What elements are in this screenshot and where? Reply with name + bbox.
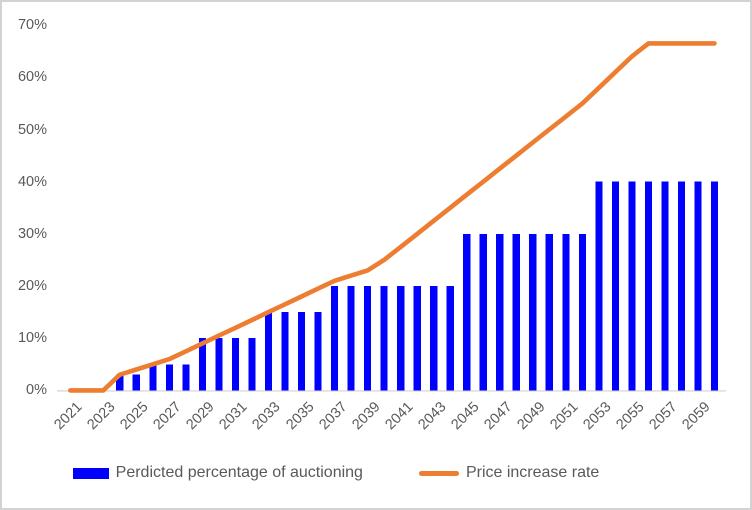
bar-2034 [281,312,289,391]
bar-2035 [297,312,306,391]
bar-2040 [380,286,388,391]
bar-2044 [446,286,454,391]
y-axis-label-70: 70% [17,17,47,33]
y-axis-label-40: 40% [17,174,47,190]
bar-2058 [677,181,686,391]
bar-2060 [710,181,719,391]
bar-2057 [661,181,669,391]
bar-2052 [578,233,586,391]
y-axis-label-10: 10% [17,330,47,346]
bar-2028 [182,364,190,391]
bar-2043 [430,286,438,391]
y-axis-label-30: 30% [17,226,47,242]
bar-2051 [562,233,570,391]
bar-2025 [132,374,140,391]
bar-2042 [413,286,421,391]
bar-2026 [149,364,157,391]
price-increase-line [68,41,717,393]
y-axis-label-60: 60% [17,69,47,85]
y-axis-label-20: 20% [17,278,47,294]
legend-item-line: Price increase rate [418,464,600,482]
bar-2054 [611,181,619,391]
line-series-label: Price increase rate [465,464,600,481]
bar-2027 [165,364,173,391]
bar-2037 [331,286,339,391]
y-axis-label-50: 50% [17,122,47,138]
bar-2030 [215,338,223,391]
bar-2053 [595,181,603,391]
bar-2031 [231,338,240,391]
bar-2039 [364,286,372,391]
bar-2046 [479,233,487,391]
y-axis-label-0: 0% [26,382,47,398]
bar-2048 [512,233,520,391]
legend: Perdicted percentage of auctioning Price… [2,464,750,482]
line-series-swatch [418,470,459,476]
bar-2032 [248,338,256,391]
bar-2041 [397,286,405,391]
bar-2047 [496,233,504,391]
bar-2056 [644,181,653,391]
bar-2059 [694,181,702,391]
bar-2029 [198,338,206,391]
bar-2050 [545,233,553,391]
legend-item-bars: Perdicted percentage of auctioning [72,464,363,482]
bar-2038 [347,286,355,391]
bar-2033 [264,312,273,391]
bar-2049 [529,233,537,391]
bar-2036 [314,312,322,391]
bar-series-label: Perdicted percentage of auctioning [115,464,363,481]
bar-series-swatch [72,467,109,479]
bar-2045 [463,233,471,391]
bar-2024 [116,374,124,391]
bar-2055 [628,181,636,391]
